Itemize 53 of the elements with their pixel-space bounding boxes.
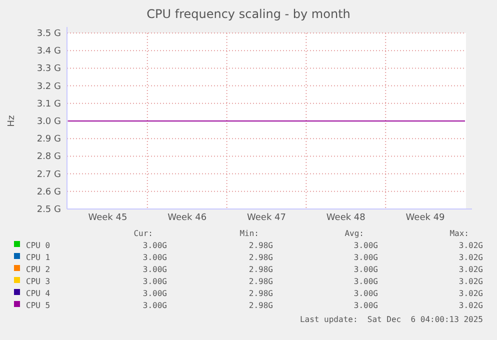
text: 3.00G — [354, 253, 378, 262]
y-tick-label: 3.1 G — [36, 99, 62, 110]
text: 3.00G — [354, 277, 378, 286]
text: 3.00G — [142, 241, 168, 250]
y-tick-label: 3.3 G — [36, 64, 62, 74]
text: 3.02G — [458, 277, 484, 286]
text: 3.00G — [354, 241, 378, 250]
text: 3.00G — [354, 289, 378, 298]
text: 3.00G — [354, 265, 378, 274]
text: Avg: — [344, 229, 364, 238]
y-tick-label: 3.4 G — [36, 46, 62, 57]
text: 3.00G — [354, 301, 378, 310]
chart-title: CPU frequency scaling - by month — [146, 7, 350, 21]
text: 3.00G — [142, 265, 168, 274]
x-tick-label: Week 49 — [406, 213, 446, 223]
text: 3.02G — [458, 241, 484, 250]
text: 3.00G — [142, 301, 168, 310]
text: 2.98G — [248, 241, 274, 250]
legend-label: CPU 0 — [26, 241, 50, 250]
text: 2.98G — [248, 289, 274, 298]
text: 3.00G — [142, 253, 168, 262]
text: 3.02G — [458, 265, 484, 274]
legend-label: CPU 3 — [26, 277, 50, 286]
y-tick-label: 2.9 G — [36, 134, 62, 145]
y-tick-label: 2.6 G — [36, 187, 62, 198]
text: 3.02G — [458, 301, 484, 310]
legend-label: CPU 1 — [26, 253, 50, 262]
text: 2.98G — [248, 301, 274, 310]
text: 3.00G — [142, 289, 168, 298]
text: Last update: Sat Dec 6 04:00:13 2025 — [300, 315, 484, 324]
text: Max: — [450, 229, 469, 238]
x-tick-label: Week 45 — [88, 213, 128, 223]
text: Min: — [240, 229, 259, 238]
text: Cur: — [134, 229, 153, 238]
text: 2.98G — [248, 277, 274, 286]
y-tick-label: 3.5 G — [36, 29, 62, 39]
legend-label: CPU 4 — [26, 289, 50, 298]
x-tick-label: Week 46 — [168, 213, 207, 223]
y-tick-label: 2.7 G — [36, 170, 62, 180]
y-tick-label: 2.8 G — [36, 152, 62, 162]
y-tick-label: 2.5 G — [36, 205, 62, 215]
text: 3.02G — [458, 289, 484, 298]
y-tick-label: 3.2 G — [36, 82, 62, 92]
legend-label: CPU 5 — [26, 301, 50, 310]
y-tick-label: 3.0 G — [36, 117, 62, 127]
x-tick-label: Week 47 — [247, 213, 286, 223]
legend-label: CPU 2 — [26, 265, 50, 274]
text: 2.98G — [248, 253, 274, 262]
text: 3.00G — [142, 277, 168, 286]
y-axis-title: Hz — [7, 114, 17, 127]
x-tick-label: Week 48 — [326, 213, 366, 223]
text: 2.98G — [248, 265, 274, 274]
text: 3.02G — [458, 253, 484, 262]
